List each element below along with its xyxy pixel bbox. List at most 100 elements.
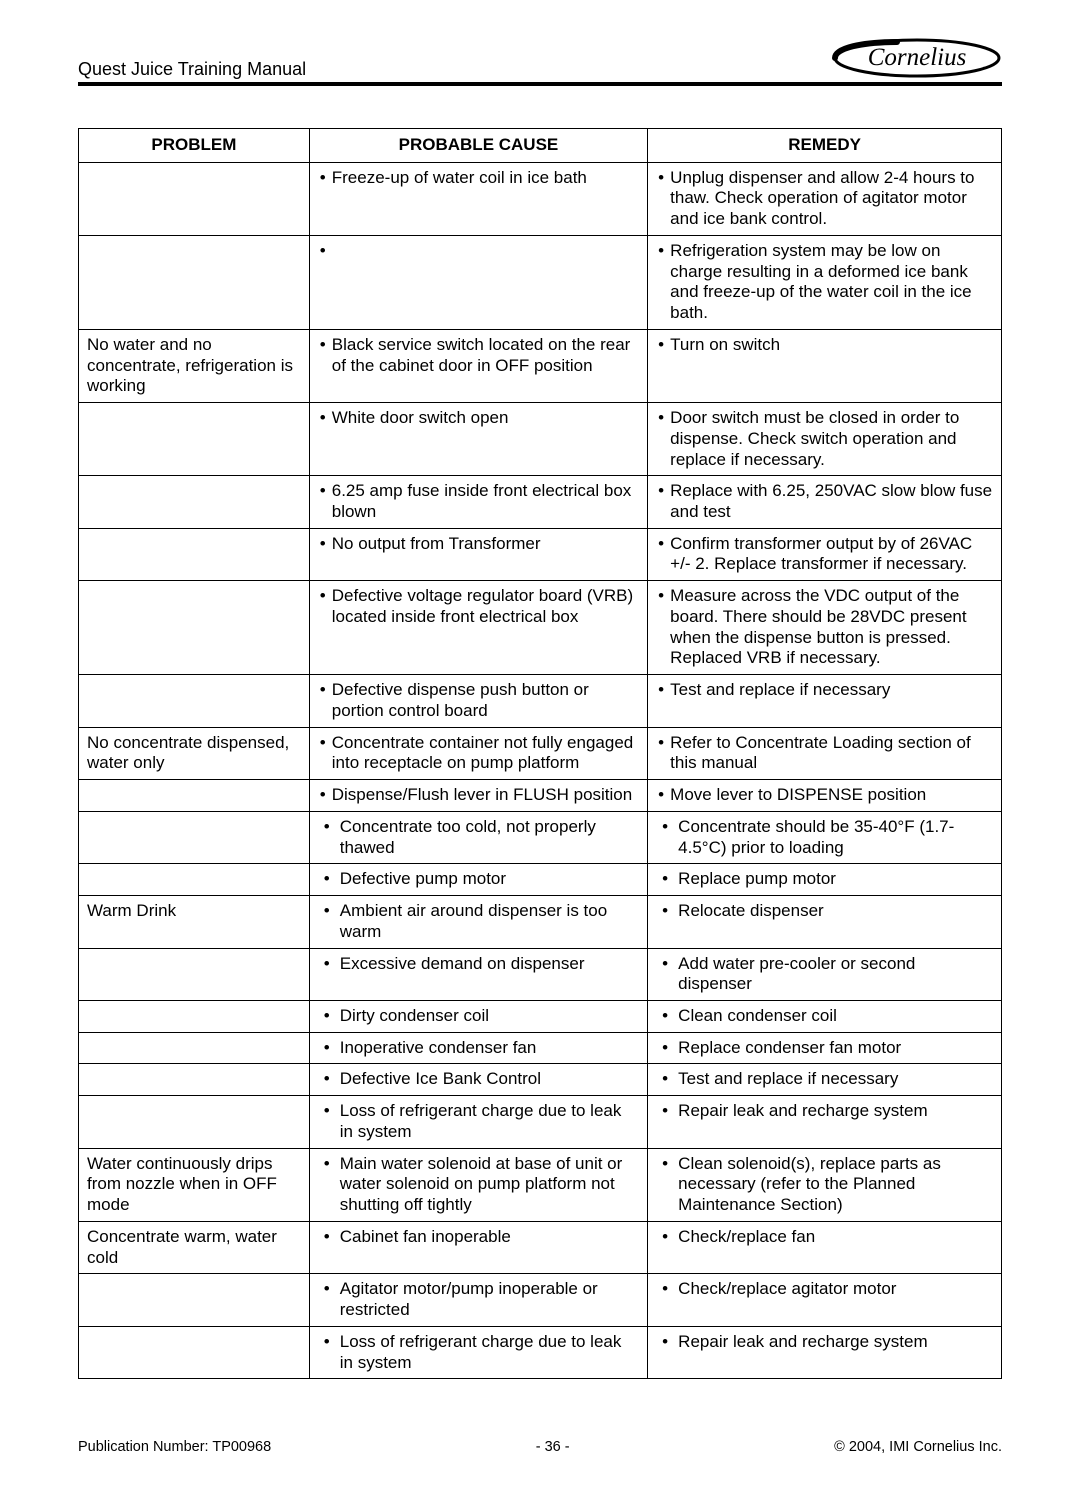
bullet-icon: • xyxy=(318,1279,340,1320)
cause-cell: • xyxy=(309,235,647,329)
cause-cell-text: Defective dispense push button or portio… xyxy=(332,680,639,721)
remedy-cell: •Confirm transformer output by of 26VAC … xyxy=(648,528,1002,580)
cause-cell-text: Defective voltage regulator board (VRB) … xyxy=(332,586,639,627)
remedy-cell: •Repair leak and recharge system xyxy=(648,1096,1002,1148)
remedy-cell: •Concentrate should be 35-40°F (1.7-4.5°… xyxy=(648,811,1002,863)
cause-cell-text: Inoperative condenser fan xyxy=(340,1038,639,1059)
table-row: No concentrate dispensed, water only•Con… xyxy=(79,727,1002,779)
cause-cell-text: Loss of refrigerant charge due to leak i… xyxy=(340,1101,639,1142)
remedy-cell: •Repair leak and recharge system xyxy=(648,1326,1002,1378)
bullet-icon: • xyxy=(318,1154,340,1216)
bullet-icon: • xyxy=(318,785,332,806)
problem-cell xyxy=(79,780,310,812)
cause-cell-text: 6.25 amp fuse inside front electrical bo… xyxy=(332,481,639,522)
table-row: Water continuously drips from nozzle whe… xyxy=(79,1148,1002,1221)
cause-cell: •Loss of refrigerant charge due to leak … xyxy=(309,1326,647,1378)
bullet-icon: • xyxy=(656,241,670,324)
remedy-cell: •Refrigeration system may be low on char… xyxy=(648,235,1002,329)
cause-cell: •No output from Transformer xyxy=(309,528,647,580)
remedy-cell: •Test and replace if necessary xyxy=(648,675,1002,727)
remedy-cell: •Clean condenser coil xyxy=(648,1000,1002,1032)
cause-cell: •Defective pump motor xyxy=(309,864,647,896)
bullet-icon: • xyxy=(656,1101,678,1122)
troubleshooting-table: PROBLEM PROBABLE CAUSE REMEDY •Freeze-up… xyxy=(78,128,1002,1379)
remedy-cell-text: Test and replace if necessary xyxy=(670,680,993,701)
bullet-icon: • xyxy=(656,1279,678,1300)
manual-title: Quest Juice Training Manual xyxy=(78,59,306,80)
problem-cell xyxy=(79,235,310,329)
cause-cell-text: White door switch open xyxy=(332,408,639,429)
bullet-icon: • xyxy=(318,241,332,262)
bullet-icon: • xyxy=(318,335,332,376)
cause-cell: •Dispense/Flush lever in FLUSH position xyxy=(309,780,647,812)
table-row: No water and no concentrate, refrigerati… xyxy=(79,329,1002,402)
table-body: •Freeze-up of water coil in ice bath•Unp… xyxy=(79,162,1002,1379)
bullet-icon: • xyxy=(318,408,332,429)
problem-cell xyxy=(79,476,310,528)
cause-cell: •6.25 amp fuse inside front electrical b… xyxy=(309,476,647,528)
bullet-icon: • xyxy=(656,586,670,669)
bullet-icon: • xyxy=(318,481,332,522)
remedy-cell-text: Replace condenser fan motor xyxy=(678,1038,993,1059)
bullet-icon: • xyxy=(656,680,670,701)
table-row: ••Refrigeration system may be low on cha… xyxy=(79,235,1002,329)
problem-cell xyxy=(79,948,310,1000)
bullet-icon: • xyxy=(318,680,332,721)
remedy-cell: •Clean solenoid(s), replace parts as nec… xyxy=(648,1148,1002,1221)
cause-cell-text: Freeze-up of water coil in ice bath xyxy=(332,168,639,189)
remedy-cell: •Replace with 6.25, 250VAC slow blow fus… xyxy=(648,476,1002,528)
bullet-icon: • xyxy=(318,168,332,189)
table-row: •Defective Ice Bank Control•Test and rep… xyxy=(79,1064,1002,1096)
problem-cell: No water and no concentrate, refrigerati… xyxy=(79,329,310,402)
cause-cell: •Defective dispense push button or porti… xyxy=(309,675,647,727)
bullet-icon: • xyxy=(318,901,340,942)
problem-cell xyxy=(79,1096,310,1148)
remedy-cell-text: Replace pump motor xyxy=(678,869,993,890)
cause-cell: •Cabinet fan inoperable xyxy=(309,1221,647,1273)
bullet-icon: • xyxy=(656,168,670,230)
bullet-icon: • xyxy=(656,335,670,356)
cause-cell: •Inoperative condenser fan xyxy=(309,1032,647,1064)
remedy-cell-text: Clean solenoid(s), replace parts as nece… xyxy=(678,1154,993,1216)
remedy-cell-text: Concentrate should be 35-40°F (1.7-4.5°C… xyxy=(678,817,993,858)
remedy-cell-text: Check/replace agitator motor xyxy=(678,1279,993,1300)
table-row: •White door switch open•Door switch must… xyxy=(79,403,1002,476)
copyright: © 2004, IMI Cornelius Inc. xyxy=(834,1439,1002,1455)
remedy-cell: •Move lever to DISPENSE position xyxy=(648,780,1002,812)
cause-cell: •Black service switch located on the rea… xyxy=(309,329,647,402)
remedy-cell-text: Move lever to DISPENSE position xyxy=(670,785,993,806)
bullet-icon: • xyxy=(318,1038,340,1059)
cause-cell-text: Dirty condenser coil xyxy=(340,1006,639,1027)
bullet-icon: • xyxy=(318,817,340,858)
problem-cell xyxy=(79,675,310,727)
table-row: Concentrate warm, water cold•Cabinet fan… xyxy=(79,1221,1002,1273)
problem-cell xyxy=(79,1000,310,1032)
page-header: Quest Juice Training Manual Cornelius xyxy=(78,36,1002,86)
problem-cell xyxy=(79,1064,310,1096)
remedy-cell: •Door switch must be closed in order to … xyxy=(648,403,1002,476)
cause-cell: •Ambient air around dispenser is too war… xyxy=(309,896,647,948)
cause-cell-text: Defective Ice Bank Control xyxy=(340,1069,639,1090)
bullet-icon: • xyxy=(656,408,670,470)
logo-text: Cornelius xyxy=(868,44,967,71)
remedy-cell-text: Add water pre-cooler or second dispenser xyxy=(678,954,993,995)
bullet-icon: • xyxy=(656,534,670,575)
remedy-cell-text: Turn on switch xyxy=(670,335,993,356)
remedy-cell-text: Measure across the VDC output of the boa… xyxy=(670,586,993,669)
bullet-icon: • xyxy=(318,1101,340,1142)
table-row: •Excessive demand on dispenser•Add water… xyxy=(79,948,1002,1000)
remedy-cell: •Refer to Concentrate Loading section of… xyxy=(648,727,1002,779)
cause-cell-text: Black service switch located on the rear… xyxy=(332,335,639,376)
table-row: •Dispense/Flush lever in FLUSH position•… xyxy=(79,780,1002,812)
problem-cell xyxy=(79,528,310,580)
remedy-cell: •Relocate dispenser xyxy=(648,896,1002,948)
cause-cell-text: Main water solenoid at base of unit or w… xyxy=(340,1154,639,1216)
remedy-cell-text: Confirm transformer output by of 26VAC +… xyxy=(670,534,993,575)
problem-cell xyxy=(79,162,310,235)
bullet-icon: • xyxy=(656,1332,678,1353)
remedy-cell-text: Repair leak and recharge system xyxy=(678,1101,993,1122)
remedy-cell-text: Refer to Concentrate Loading section of … xyxy=(670,733,993,774)
remedy-cell: •Check/replace agitator motor xyxy=(648,1274,1002,1326)
table-row: •Inoperative condenser fan• Replace conde… xyxy=(79,1032,1002,1064)
page-footer: Publication Number: TP00968 - 36 - © 200… xyxy=(78,1439,1002,1455)
